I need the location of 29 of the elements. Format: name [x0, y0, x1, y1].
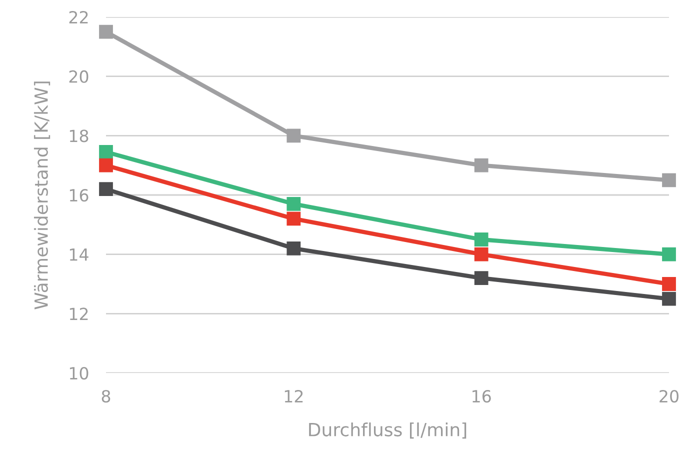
point — [99, 182, 113, 196]
point — [99, 158, 113, 172]
x-axis-title: Durchfluss [l/min] — [309, 422, 466, 439]
point — [474, 158, 488, 172]
x-tick-label: 8 — [102, 390, 110, 403]
point — [662, 277, 676, 291]
point — [474, 232, 488, 246]
y-tick-label: 16 — [70, 188, 88, 202]
y-axis-title: Wärmewiderstand [K/kW] — [34, 82, 50, 310]
point — [662, 292, 676, 306]
x-tick-label: 16 — [472, 390, 491, 403]
y-tick-label: 22 — [69, 10, 88, 24]
y-tick-label: 20 — [69, 70, 88, 83]
y-tick-label: 18 — [70, 130, 88, 142]
y-tick-label: 10 — [70, 366, 88, 380]
point — [662, 247, 676, 262]
point — [474, 271, 488, 286]
x-tick-label: 12 — [284, 390, 303, 402]
point — [286, 241, 301, 256]
point — [286, 128, 301, 143]
point — [286, 196, 301, 211]
x-tick-label: 20 — [660, 390, 678, 403]
point — [99, 145, 113, 159]
y-tick-label: 14 — [70, 248, 88, 261]
y-tick-label: 12 — [70, 308, 88, 320]
point — [99, 24, 113, 39]
point — [286, 212, 301, 226]
point — [662, 173, 676, 188]
point — [474, 247, 488, 262]
